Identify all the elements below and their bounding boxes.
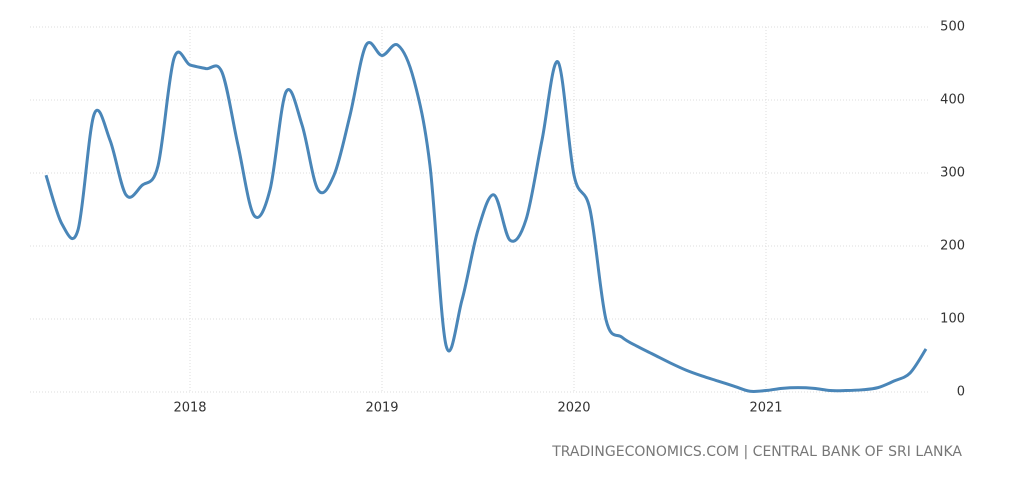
y-tick-label: 500: [940, 20, 965, 35]
y-tick-label: 0: [957, 385, 965, 400]
y-tick-label: 200: [940, 239, 965, 254]
x-tick-label: 2019: [365, 401, 398, 416]
y-tick-label: 300: [940, 166, 965, 181]
x-tick-label: 2018: [173, 401, 206, 416]
y-tick-label: 100: [940, 312, 965, 327]
line: [44, 41, 928, 394]
x-tick-label: 2021: [749, 401, 782, 416]
y-tick-label: 400: [940, 93, 965, 108]
x-tick-label: 2020: [557, 401, 590, 416]
source: TRADINGECONOMICS.COM | CENTRAL BANK OF S…: [551, 444, 962, 460]
